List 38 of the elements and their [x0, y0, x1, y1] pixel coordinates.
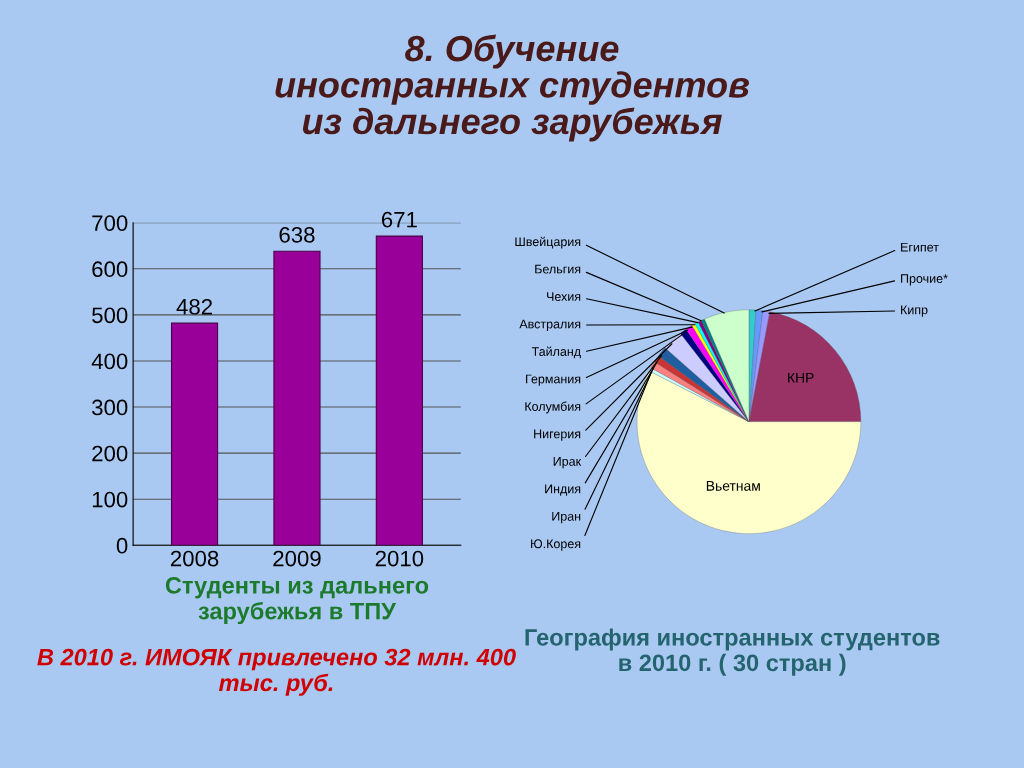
slice-label: Германия: [526, 374, 581, 386]
slice-label: Ю.Корея: [531, 539, 581, 551]
y-tick-label: 700: [92, 215, 128, 231]
slice-label: КНР: [788, 372, 814, 383]
y-tick-label: 500: [92, 307, 128, 324]
slice-label: Колумбия: [525, 401, 581, 414]
text: География иностранных студентов в 2010 г. ( 30 стран ): [525, 628, 940, 676]
slice-label: Вьетнам: [706, 481, 760, 491]
chart-title: 8. Обучение иностранных студентов из дальнего зарубежья: [275, 34, 750, 142]
y-tick-label: 600: [92, 261, 128, 278]
y-tick-label: 400: [91, 353, 128, 370]
bar: [273, 250, 321, 546]
slice-label: Прочие*: [901, 274, 948, 286]
slice-label: Чехия: [547, 292, 581, 301]
slice-label: Бельгия: [535, 264, 581, 274]
slice-label: Нигерия: [534, 429, 581, 441]
y-tick-label: 100: [92, 491, 128, 508]
slice-label: Тайланд: [531, 346, 581, 359]
slice-label: Иран: [552, 512, 581, 524]
slice-label: Австралия: [519, 319, 581, 331]
x-axis-title: Студенты из дальнего зарубежья в ТПУ: [165, 577, 429, 625]
data-label: 638: [279, 226, 315, 243]
x-tick-label: 2009: [273, 550, 321, 567]
y-tick-label: 200: [92, 445, 128, 462]
slice-label: Ирак: [553, 457, 582, 469]
data-label: 482: [176, 298, 212, 315]
y-tick-label: 300: [92, 399, 128, 416]
bar: [170, 322, 219, 546]
x-tick-label: 2010: [375, 550, 424, 567]
slice-label: Кипр: [901, 305, 928, 317]
y-tick-label: 0: [116, 537, 128, 554]
x-tick-label: 2008: [170, 550, 219, 567]
slice-label: Швейцария: [515, 236, 581, 249]
bar: [375, 235, 423, 546]
slice-label: Индия: [545, 484, 581, 496]
text: В 2010 г. ИМОЯК привлечено 32 млн. 400 тыс. руб.: [37, 648, 516, 696]
data-label: 671: [381, 211, 417, 228]
slice-label: Египет: [901, 242, 939, 252]
